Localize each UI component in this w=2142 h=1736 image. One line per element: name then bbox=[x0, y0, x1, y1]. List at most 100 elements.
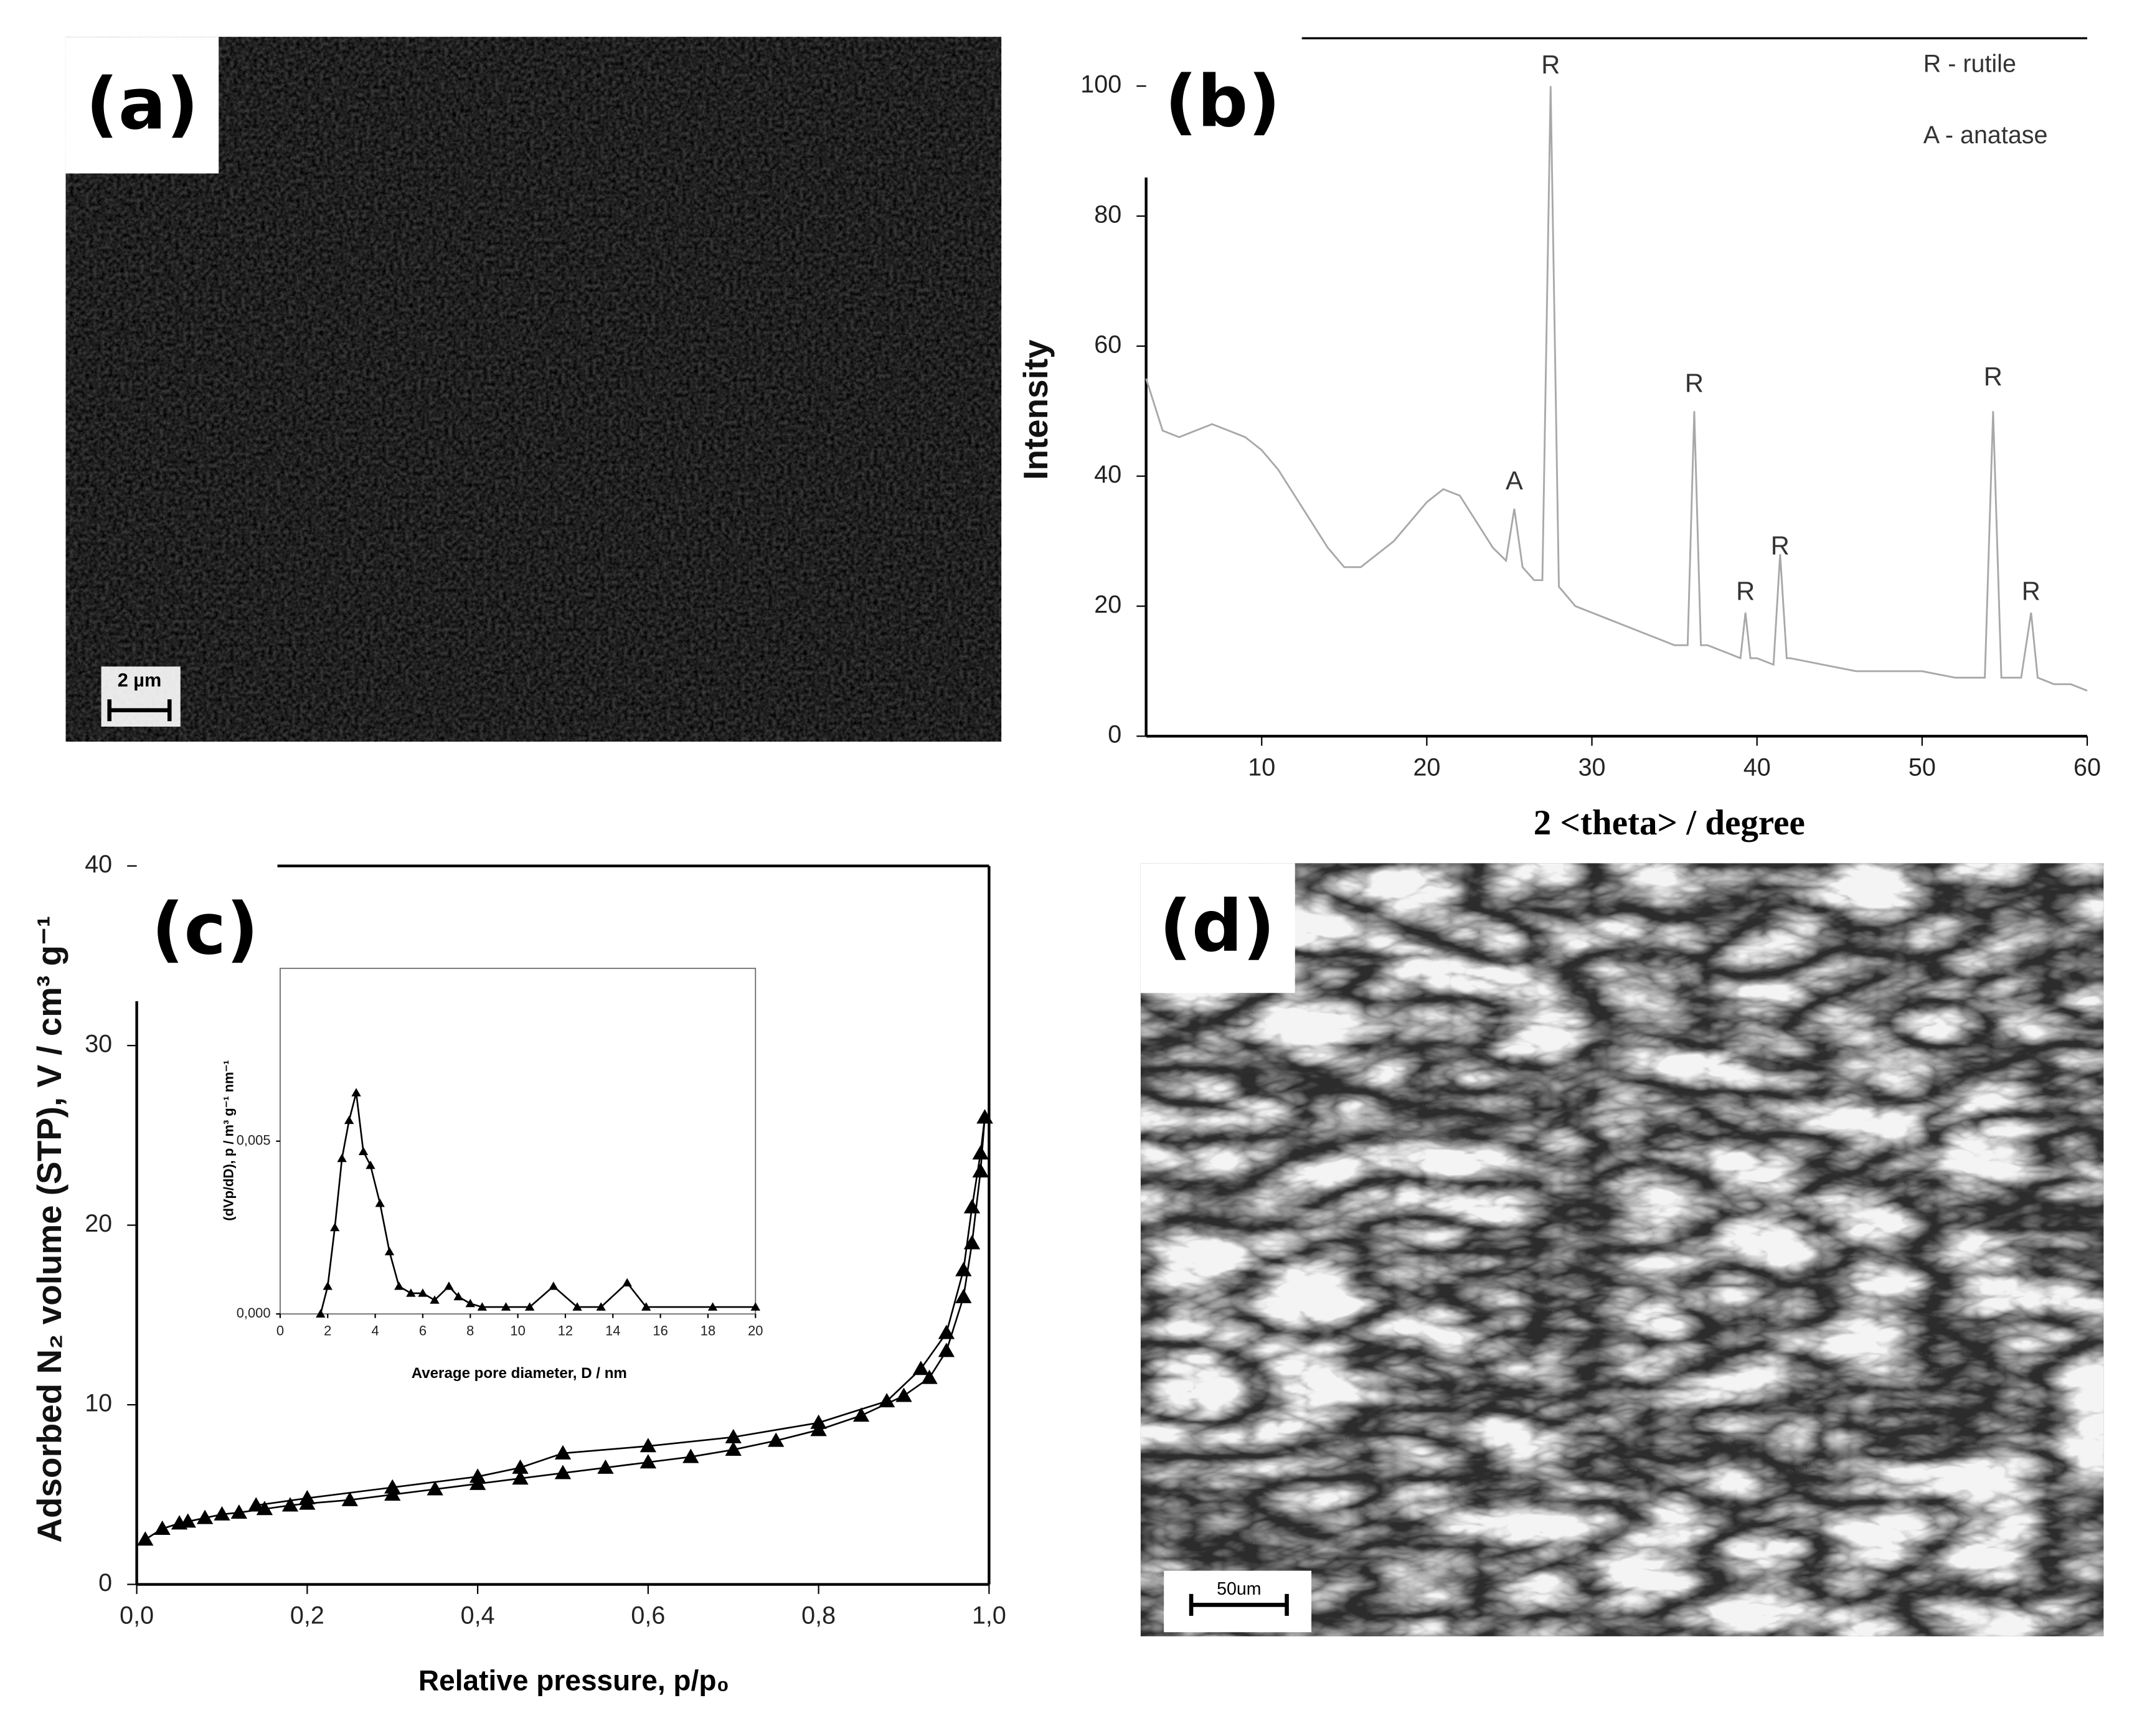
x-tick-label: 0 bbox=[276, 1323, 284, 1339]
data-point bbox=[344, 1115, 354, 1125]
data-point bbox=[976, 1109, 993, 1124]
data-point bbox=[465, 1298, 475, 1308]
y-tick-label: 0,005 bbox=[237, 1133, 271, 1148]
x-tick-label: 16 bbox=[653, 1323, 668, 1339]
data-point bbox=[230, 1504, 248, 1519]
y-tick-label: 40 bbox=[1094, 461, 1121, 488]
data-point bbox=[810, 1422, 827, 1436]
x-tick-label: 40 bbox=[1743, 753, 1771, 781]
peak-label: A bbox=[1506, 466, 1523, 495]
sem-image-a: (a) 2 µm bbox=[65, 37, 1002, 742]
data-point bbox=[384, 1486, 401, 1501]
x-tick-label: 6 bbox=[419, 1323, 427, 1339]
x-tick-label: 12 bbox=[558, 1323, 573, 1339]
data-point bbox=[750, 1302, 760, 1311]
x-tick-label: 60 bbox=[2074, 753, 2101, 781]
y-tick-label: 0 bbox=[1108, 721, 1121, 748]
data-point bbox=[256, 1501, 273, 1516]
legend-entry: A - anatase bbox=[1923, 121, 2048, 149]
x-tick-label: 2 bbox=[324, 1323, 331, 1339]
data-point bbox=[707, 1302, 718, 1311]
data-point bbox=[337, 1153, 347, 1163]
data-point bbox=[316, 1309, 326, 1318]
data-point bbox=[477, 1302, 488, 1311]
x-tick-label: 4 bbox=[372, 1323, 379, 1339]
data-point bbox=[444, 1281, 454, 1290]
data-point bbox=[248, 1497, 265, 1512]
x-tick-label: 0,2 bbox=[290, 1602, 324, 1630]
x-tick-label: 20 bbox=[1413, 753, 1440, 781]
data-point bbox=[554, 1445, 572, 1460]
data-point bbox=[972, 1163, 989, 1177]
data-point bbox=[725, 1441, 742, 1456]
data-point bbox=[330, 1222, 340, 1232]
data-point bbox=[895, 1387, 912, 1402]
data-point bbox=[810, 1414, 827, 1429]
data-point bbox=[878, 1393, 895, 1408]
y-tick-label: 0 bbox=[98, 1569, 112, 1597]
data-point bbox=[938, 1324, 955, 1339]
data-point bbox=[358, 1146, 369, 1156]
x-tick-label: 14 bbox=[605, 1323, 620, 1339]
y-tick-label: 100 bbox=[1080, 71, 1121, 98]
data-point bbox=[469, 1475, 486, 1490]
y-tick-label: 40 bbox=[85, 851, 112, 878]
data-point bbox=[641, 1302, 651, 1311]
x-tick-label: 0,0 bbox=[120, 1602, 154, 1630]
x-tick-label: 0,6 bbox=[631, 1602, 665, 1630]
data-point bbox=[639, 1438, 657, 1453]
data-point bbox=[639, 1454, 657, 1469]
data-point bbox=[549, 1281, 559, 1290]
y-tick-label: 20 bbox=[1094, 591, 1121, 618]
data-point bbox=[366, 1160, 375, 1169]
data-point bbox=[323, 1281, 333, 1290]
data-point bbox=[281, 1497, 299, 1512]
x-tick-label: 30 bbox=[1578, 753, 1606, 781]
y-axis-title: Intensity bbox=[1016, 339, 1055, 480]
data-point bbox=[351, 1088, 361, 1097]
data-line bbox=[1145, 86, 2088, 692]
peak-label: R bbox=[1736, 577, 1755, 606]
data-point bbox=[622, 1278, 632, 1287]
data-point bbox=[972, 1145, 989, 1160]
peak-label: R bbox=[1541, 50, 1560, 79]
data-line bbox=[256, 1117, 986, 1506]
peak-label: R bbox=[1685, 369, 1704, 398]
data-point bbox=[137, 1531, 154, 1546]
y-tick-label: 30 bbox=[85, 1031, 112, 1058]
sem-image-d: (d) 50um bbox=[1140, 863, 2104, 1636]
x-tick-label: 0,8 bbox=[801, 1602, 836, 1630]
data-point bbox=[955, 1262, 972, 1276]
scale-bar-label: 50um bbox=[1217, 1579, 1261, 1599]
data-point bbox=[469, 1468, 486, 1483]
data-point bbox=[299, 1489, 316, 1504]
data-point bbox=[384, 1247, 395, 1256]
x-tick-label: 8 bbox=[466, 1323, 474, 1339]
data-point bbox=[427, 1481, 443, 1496]
x-tick-label: 0,4 bbox=[461, 1602, 495, 1630]
x-tick-label: 1,0 bbox=[972, 1602, 1006, 1630]
data-point bbox=[597, 1459, 614, 1474]
x-tick-label: 50 bbox=[1908, 753, 1936, 781]
data-point bbox=[912, 1361, 930, 1375]
data-point bbox=[525, 1302, 535, 1311]
panel-label: (c) bbox=[151, 888, 258, 971]
data-point bbox=[921, 1369, 938, 1384]
data-point bbox=[341, 1491, 358, 1506]
panel-label: (a) bbox=[86, 63, 199, 146]
x-axis-title: 2 <theta> / degree bbox=[1534, 803, 1805, 842]
data-point bbox=[596, 1302, 606, 1311]
data-point bbox=[852, 1407, 870, 1422]
y-tick-label: 10 bbox=[85, 1389, 112, 1417]
data-point bbox=[453, 1291, 463, 1301]
data-point bbox=[512, 1459, 529, 1474]
x-tick-label: 10 bbox=[510, 1323, 525, 1339]
y-axis-title: (dVp/dD), p / m³ g⁻¹ nm⁻¹ bbox=[221, 1060, 237, 1221]
x-axis-title: Average pore diameter, D / nm bbox=[412, 1365, 627, 1382]
data-point bbox=[725, 1428, 742, 1443]
data-point bbox=[394, 1281, 404, 1290]
panel-label: (d) bbox=[1159, 885, 1275, 968]
y-tick-label: 20 bbox=[85, 1210, 112, 1237]
peak-label: R bbox=[2022, 577, 2041, 606]
